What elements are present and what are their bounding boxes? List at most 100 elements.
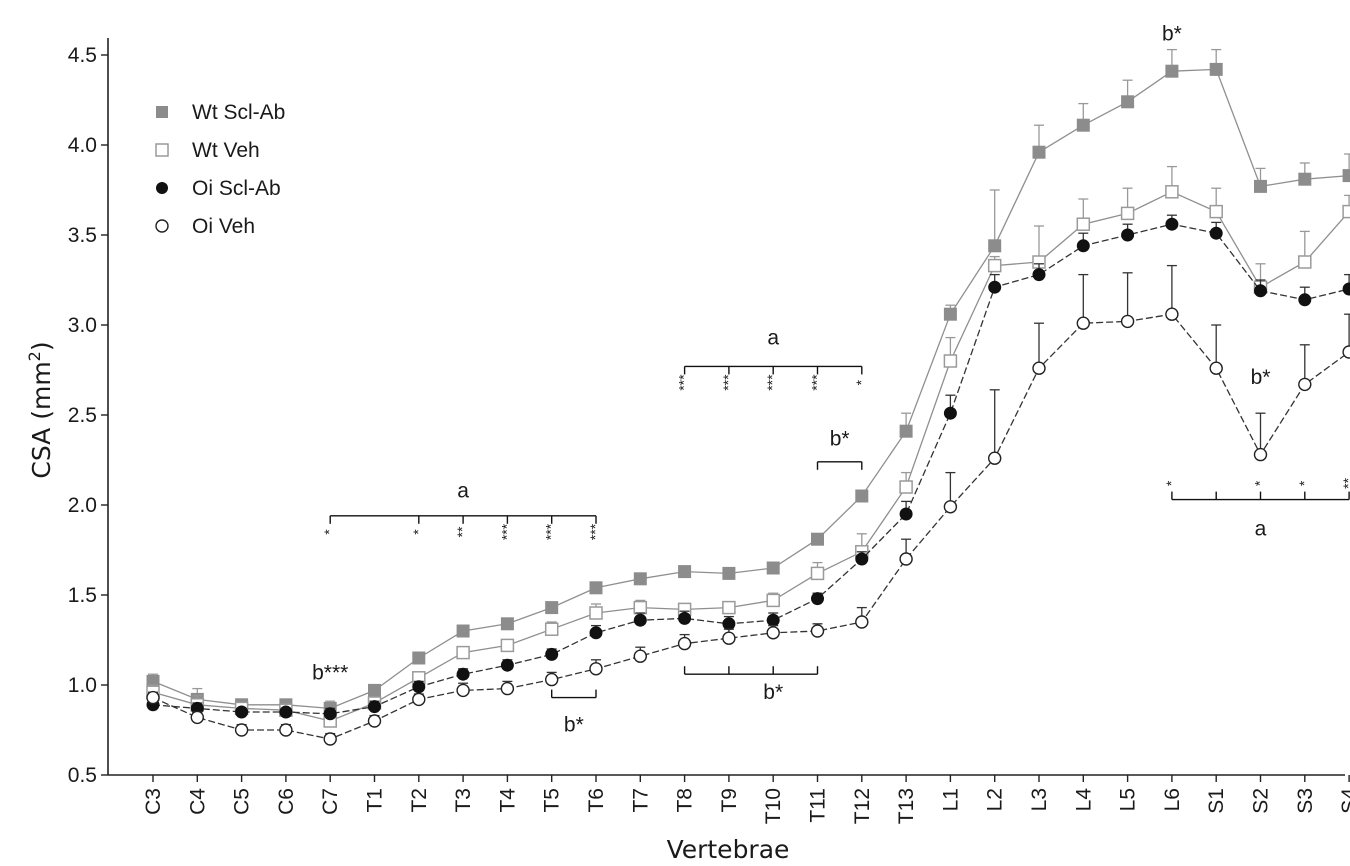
x-tick-label: C5 <box>231 788 254 815</box>
data-point <box>1298 172 1312 186</box>
data-point <box>899 424 913 438</box>
significance-star: ** <box>454 526 470 537</box>
data-point <box>368 700 381 714</box>
x-tick-label: L3 <box>1028 788 1051 811</box>
axes <box>107 38 1345 776</box>
annotation-label: a <box>767 327 779 350</box>
data-point <box>545 601 559 615</box>
data-point <box>678 611 692 625</box>
data-point <box>722 617 736 631</box>
data-point <box>589 662 603 676</box>
data-point <box>279 723 293 737</box>
series-wt-veh <box>146 165 1350 728</box>
x-tick-label: L2 <box>984 788 1007 811</box>
legend-item: Wt Veh <box>155 139 260 162</box>
annotation-label: b*** <box>312 661 348 684</box>
data-point <box>412 680 426 694</box>
series-line <box>152 68 1350 710</box>
y-tick-label: 2.5 <box>68 404 97 427</box>
x-tick-label: S4 <box>1338 788 1350 814</box>
significance-star: *** <box>543 523 559 540</box>
data-point <box>766 626 780 640</box>
x-tick-label: L4 <box>1072 788 1095 812</box>
significance-bracket <box>683 365 863 375</box>
x-tick-label: T2 <box>408 788 431 813</box>
data-point <box>500 638 515 653</box>
data-point <box>1076 239 1090 253</box>
data-point <box>545 647 559 661</box>
y-tick-label: 0.5 <box>68 764 97 787</box>
x-tick-label: T9 <box>718 788 741 813</box>
data-point <box>1209 62 1223 76</box>
data-point <box>500 658 514 672</box>
data-point <box>500 681 515 696</box>
x-tick-label: T1 <box>364 788 387 813</box>
data-point <box>1032 268 1046 282</box>
data-point <box>323 732 337 746</box>
data-point <box>1165 64 1179 78</box>
data-point <box>811 532 824 546</box>
data-point <box>456 683 470 698</box>
data-point <box>1165 307 1179 321</box>
data-point <box>1254 284 1267 298</box>
data-point <box>456 624 470 638</box>
data-point <box>589 626 603 640</box>
data-point <box>810 566 825 581</box>
significance-bracket <box>551 689 597 699</box>
data-point <box>943 307 957 321</box>
data-point <box>766 613 780 627</box>
data-point <box>1254 179 1267 193</box>
x-ticks: C3 C4 C5 C6 C7 T1 T2 T3 T4 T5 T6 T7 T8 T9 T10 T11 T12 T13… <box>142 775 1350 824</box>
data-point <box>1342 204 1350 219</box>
y-tick-label: 3.5 <box>68 224 97 247</box>
data-point <box>1209 226 1223 240</box>
data-point <box>943 406 957 420</box>
legend: Wt Scl-Ab Wt Veh Oi Scl-Ab Oi Veh <box>155 101 285 238</box>
x-tick-label: T10 <box>762 788 785 824</box>
significance-star: ** <box>1340 477 1350 488</box>
series-line <box>152 223 1350 715</box>
data-point <box>722 600 736 615</box>
series-wt-scl-ab <box>146 48 1350 715</box>
data-point <box>678 565 692 579</box>
legend-marker <box>156 182 168 194</box>
x-tick-label: L6 <box>1161 788 1184 811</box>
data-point <box>190 710 205 725</box>
data-point <box>899 552 913 566</box>
data-point <box>1342 345 1350 359</box>
data-point <box>589 581 603 595</box>
significance-star: * <box>1296 480 1312 486</box>
data-point <box>1342 169 1350 183</box>
annotation-label: a <box>457 480 469 503</box>
data-point <box>589 606 603 620</box>
data-point <box>1120 314 1135 329</box>
data-point <box>766 561 780 575</box>
significance-star: * <box>321 529 337 535</box>
significance-bracket <box>1171 491 1350 501</box>
data-point <box>766 593 780 608</box>
x-axis-title: Vertebrae <box>667 835 790 864</box>
x-tick-label: T8 <box>674 788 697 813</box>
data-point <box>633 613 647 627</box>
data-point <box>1076 118 1090 132</box>
y-tick-label: 4.0 <box>68 134 97 157</box>
significance-star: * <box>410 529 426 535</box>
legend-marker <box>155 143 169 157</box>
x-tick-label: T4 <box>496 788 519 813</box>
legend-marker <box>155 219 169 233</box>
annotation-label: b* <box>1251 366 1271 389</box>
significance-star: *** <box>720 374 736 391</box>
legend-label: Wt Scl-Ab <box>192 101 285 124</box>
data-point <box>1165 185 1179 199</box>
significance-brackets <box>329 365 1350 699</box>
annotation-label: b* <box>1162 22 1182 45</box>
data-point <box>545 672 559 687</box>
significance-bracket <box>816 461 863 470</box>
x-tick-label: S2 <box>1250 788 1273 814</box>
x-tick-label: T6 <box>585 788 608 813</box>
y-tick-label: 1.0 <box>68 674 97 697</box>
significance-star: * <box>853 379 869 385</box>
series-group <box>146 48 1350 746</box>
series-oi-veh <box>146 264 1350 746</box>
data-point <box>1076 217 1091 231</box>
